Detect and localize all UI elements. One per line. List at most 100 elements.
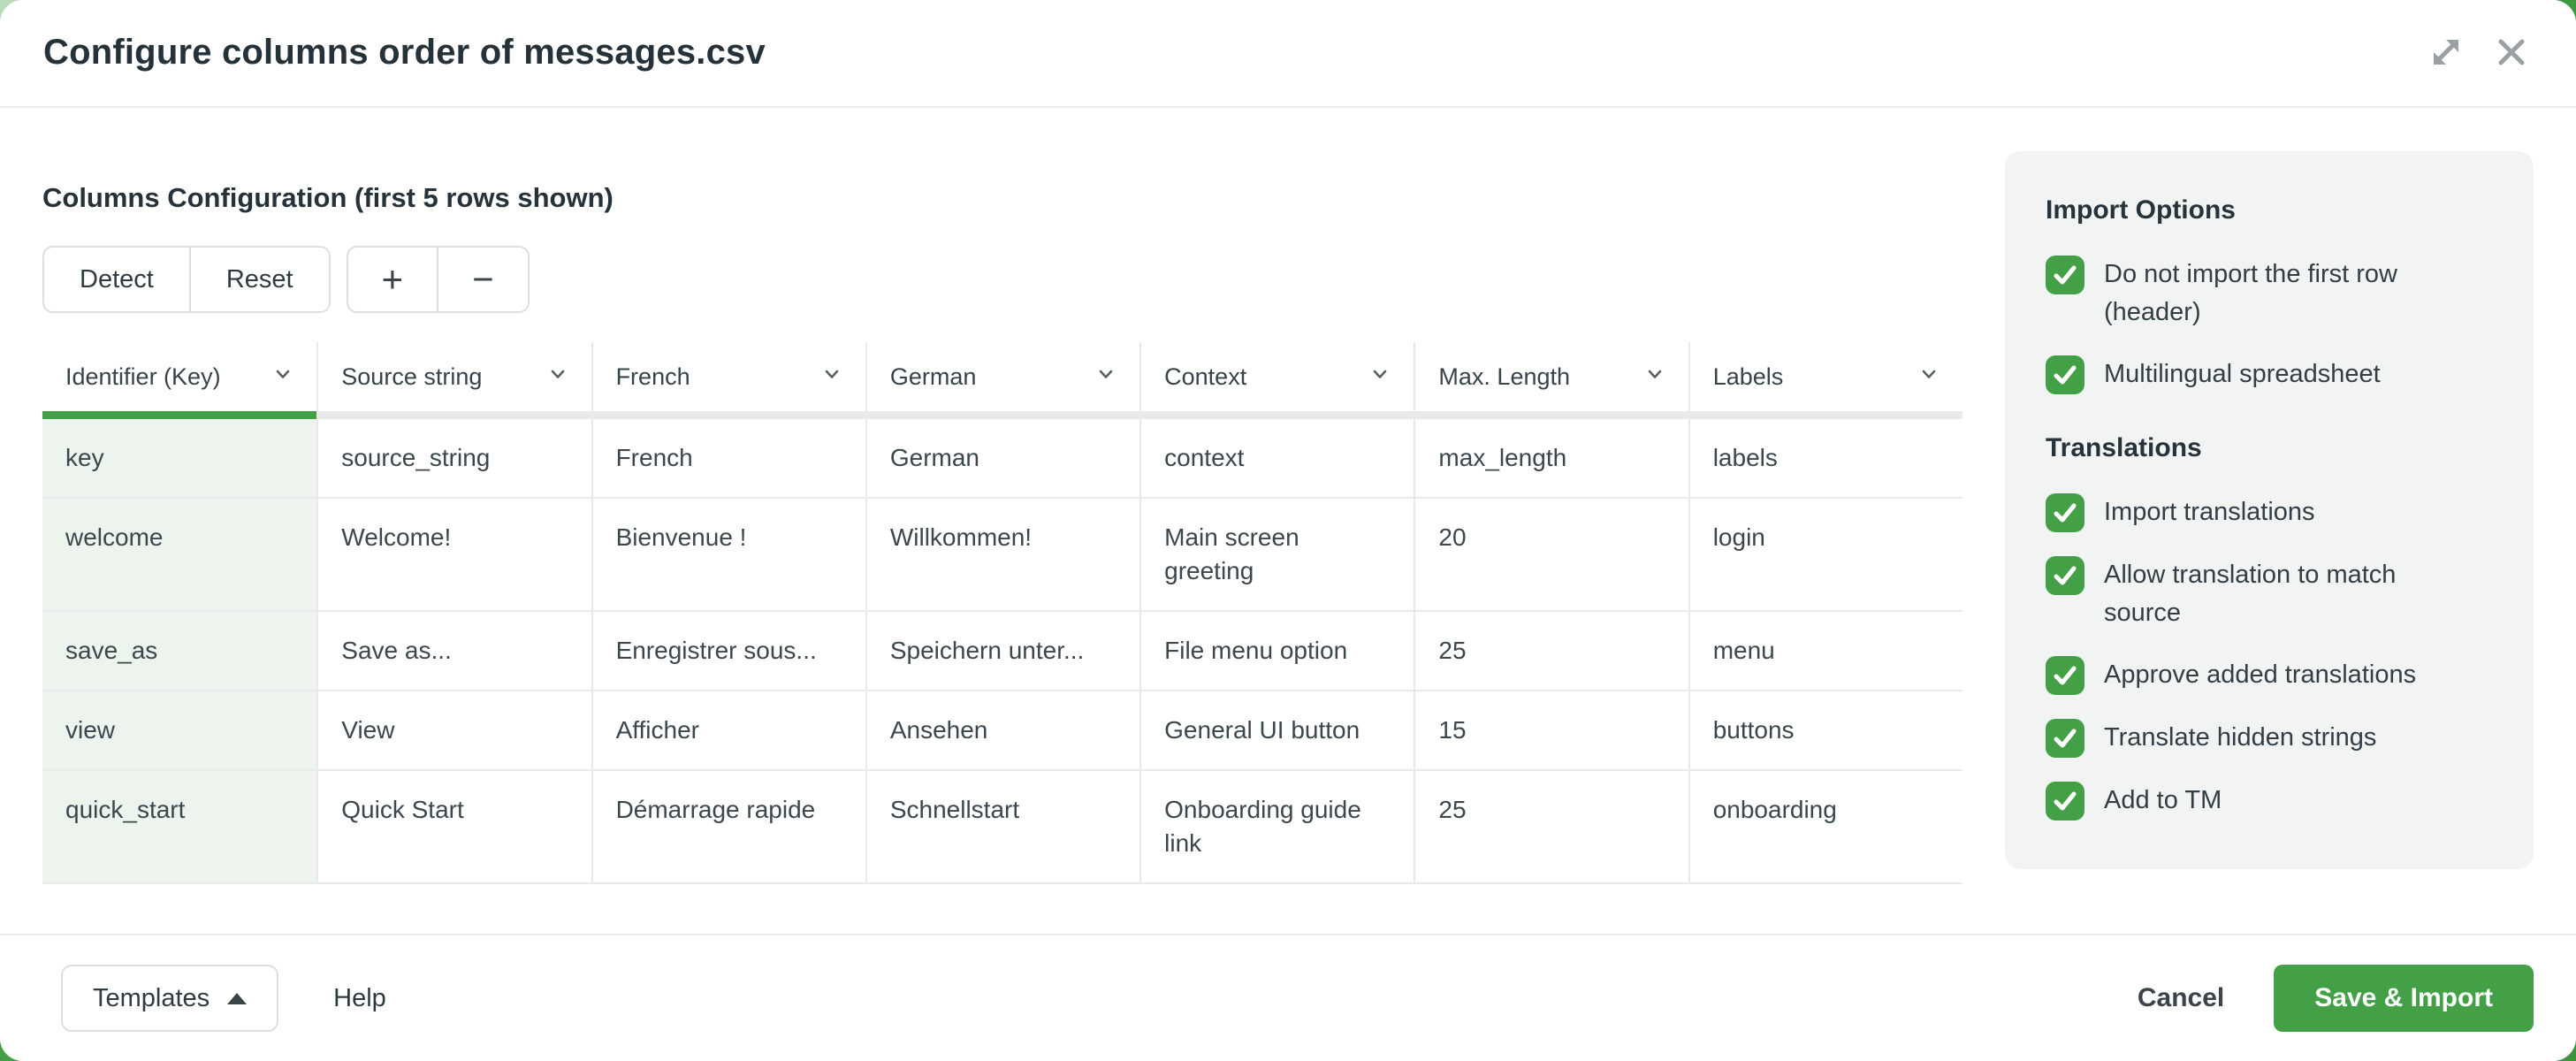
checkbox-checked-icon — [2046, 355, 2084, 394]
table-cell: Save as... — [316, 612, 591, 690]
table-cell: Bienvenue ! — [591, 499, 865, 610]
table-cell: login — [1688, 499, 1962, 610]
checkbox-checked-icon — [2046, 782, 2084, 821]
column-header-label: Source string — [341, 363, 483, 390]
checkbox-label: Add to TM — [2104, 786, 2222, 814]
columns-table-header-row: Identifier (Key) Source string French Germa… — [42, 342, 1962, 411]
templates-button-label: Templates — [93, 983, 210, 1012]
import-options-heading: Import Options — [2046, 195, 2236, 225]
checkbox-item-allow-translation-to-match-source[interactable]: Allow translation to match source — [2046, 556, 2493, 632]
expand-icon[interactable] — [2426, 32, 2466, 73]
translations-list: Import translations Allow translation to … — [2046, 493, 2493, 821]
help-link[interactable]: Help — [333, 983, 386, 1012]
table-cell: quick_start — [42, 771, 317, 882]
close-icon[interactable] — [2491, 32, 2532, 73]
table-cell: French — [591, 419, 865, 497]
checkbox-item-multilingual-spreadsheet[interactable]: Multilingual spreadsheet — [2046, 355, 2493, 394]
table-cell: Main screen greeting — [1139, 499, 1414, 610]
checkbox-label: Translate hidden strings — [2104, 723, 2377, 752]
table-cell: Speichern unter... — [865, 612, 1140, 690]
expand-icon-glyph — [2434, 40, 2458, 65]
table-cell: 25 — [1414, 612, 1688, 690]
table-cell: key — [42, 419, 317, 497]
table-cell: Welcome! — [316, 499, 591, 610]
column-indicator — [591, 411, 865, 419]
detect-reset-group: Detect Reset — [42, 246, 331, 313]
reset-button[interactable]: Reset — [188, 248, 329, 311]
add-column-button[interactable]: + — [347, 248, 438, 311]
table-cell: Ansehen — [865, 691, 1140, 769]
chevron-down-icon — [545, 362, 570, 393]
column-header-context[interactable]: Context — [1139, 342, 1414, 411]
column-indicator — [1414, 411, 1688, 419]
checkbox-item-approve-added-translations[interactable]: Approve added translations — [2046, 656, 2493, 695]
table-cell: 15 — [1414, 691, 1688, 769]
checkbox-label: Import translations — [2104, 498, 2315, 526]
table-cell: view — [42, 691, 317, 769]
column-indicator — [1688, 411, 1962, 419]
column-header-identifier-key[interactable]: Identifier (Key) — [42, 342, 317, 411]
columns-table: Identifier (Key) Source string French Germa… — [42, 342, 1962, 884]
save-and-import-button[interactable]: Save & Import — [2274, 965, 2534, 1032]
table-cell: Afficher — [591, 691, 865, 769]
chevron-down-icon — [271, 362, 295, 393]
table-row: key source_string French German context max_l… — [42, 419, 1962, 499]
columns-configuration-title: Columns Configuration (first 5 rows show… — [42, 182, 614, 213]
table-cell: max_length — [1414, 419, 1688, 497]
checkbox-checked-icon — [2046, 493, 2084, 532]
templates-button[interactable]: Templates — [61, 965, 279, 1032]
column-header-max-length[interactable]: Max. Length — [1414, 342, 1688, 411]
selected-column-indicator — [42, 411, 317, 419]
remove-column-button[interactable]: − — [437, 248, 528, 311]
cancel-button[interactable]: Cancel — [2137, 983, 2225, 1012]
column-header-labels[interactable]: Labels — [1688, 342, 1962, 411]
checkbox-item-do-not-import-the-first-row-header[interactable]: Do not import the first row (header) — [2046, 256, 2493, 332]
modal-header: Configure columns order of messages.csv — [0, 0, 2576, 108]
column-header-french[interactable]: French — [591, 342, 865, 411]
checkbox-checked-icon — [2046, 556, 2084, 595]
table-cell: buttons — [1688, 691, 1962, 769]
checkbox-checked-icon — [2046, 656, 2084, 695]
chevron-down-icon — [819, 362, 844, 393]
modal-title: Configure columns order of messages.csv — [43, 33, 766, 72]
table-cell: labels — [1688, 419, 1962, 497]
checkbox-item-import-translations[interactable]: Import translations — [2046, 493, 2493, 532]
table-cell: welcome — [42, 499, 317, 610]
table-cell: save_as — [42, 612, 317, 690]
checkbox-label: Allow translation to match source — [2104, 561, 2397, 627]
table-cell: 25 — [1414, 771, 1688, 882]
column-header-label: German — [889, 363, 977, 390]
column-header-german[interactable]: German — [865, 342, 1140, 411]
detect-button[interactable]: Detect — [44, 248, 189, 311]
column-header-label: French — [615, 363, 690, 390]
table-cell: context — [1139, 419, 1414, 497]
checkbox-checked-icon — [2046, 719, 2084, 758]
table-cell: 20 — [1414, 499, 1688, 610]
checkbox-label: Multilingual spreadsheet — [2104, 360, 2381, 388]
column-header-source-string[interactable]: Source string — [316, 342, 591, 411]
checkbox-label: Do not import the first row (header) — [2104, 260, 2397, 326]
table-row: quick_start Quick Start Démarrage rapide Sc… — [42, 771, 1962, 884]
table-cell: onboarding — [1688, 771, 1962, 882]
table-cell: source_string — [316, 419, 591, 497]
checkbox-item-add-to-tm[interactable]: Add to TM — [2046, 782, 2493, 821]
table-cell: Schnellstart — [865, 771, 1140, 882]
import-options-panel: Import Options Do not import the first r… — [2005, 151, 2534, 869]
table-cell: View — [316, 691, 591, 769]
import-options-list: Do not import the first row (header) Mult… — [2046, 256, 2493, 394]
table-cell: File menu option — [1139, 612, 1414, 690]
checkbox-item-translate-hidden-strings[interactable]: Translate hidden strings — [2046, 719, 2493, 758]
chevron-down-icon — [1094, 362, 1118, 393]
column-indicator — [1139, 411, 1414, 419]
columns-table-body: key source_string French German context max_l… — [42, 419, 1962, 884]
table-row: save_as Save as... Enregistrer sous... Spei… — [42, 612, 1962, 691]
table-cell: German — [865, 419, 1140, 497]
chevron-down-icon — [1642, 362, 1667, 393]
table-cell: Quick Start — [316, 771, 591, 882]
column-header-label: Identifier (Key) — [65, 363, 221, 390]
table-row: welcome Welcome! Bienvenue ! Willkommen! Mai… — [42, 499, 1962, 612]
caret-up-icon — [227, 992, 248, 1004]
table-cell: Démarrage rapide — [591, 771, 865, 882]
column-header-label: Labels — [1712, 363, 1784, 390]
